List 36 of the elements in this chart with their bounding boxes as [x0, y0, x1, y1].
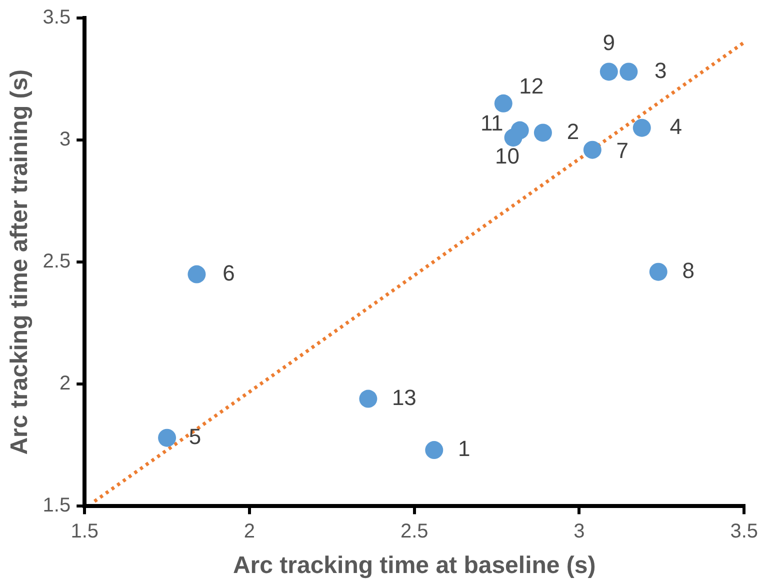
- y-tick-label: 2.5: [42, 250, 71, 273]
- annotation: 12: [519, 73, 544, 98]
- point: [620, 62, 638, 81]
- point: [583, 140, 602, 159]
- annotation: 1: [458, 436, 470, 462]
- y-tick-label: 2: [59, 372, 71, 395]
- point: [494, 94, 512, 112]
- point: [649, 262, 668, 281]
- point: [510, 121, 529, 140]
- point: [632, 118, 651, 137]
- annotation: 7: [616, 138, 629, 163]
- annotation: 13: [392, 384, 416, 410]
- annotation: 6: [222, 260, 235, 286]
- x-tick-label: 3: [574, 520, 585, 543]
- y-tick-label: 3: [59, 128, 71, 151]
- y-axis-title: Arc tracking time after training (s): [6, 69, 34, 455]
- annotation: 10: [495, 144, 520, 169]
- x-tick-label: 3.5: [730, 520, 758, 543]
- point: [188, 265, 206, 284]
- point: [534, 124, 552, 142]
- annotation: 2: [566, 118, 580, 144]
- x-axis-title: Arc tracking time at baseline (s): [232, 552, 596, 580]
- point: [158, 428, 176, 447]
- y-tick-label: 1.5: [42, 494, 71, 517]
- point: [359, 390, 378, 408]
- annotation: 8: [682, 258, 694, 283]
- annotation: 5: [188, 424, 202, 449]
- annotation: 3: [654, 58, 667, 83]
- y-tick-label: 3.5: [42, 6, 71, 29]
- annotation: 4: [670, 114, 682, 139]
- point: [425, 441, 444, 460]
- x-tick-label: 2: [244, 520, 256, 543]
- annotation: 9: [602, 30, 616, 55]
- point: [600, 62, 618, 81]
- x-tick-label: 2.5: [400, 520, 428, 543]
- annotation: 11: [480, 110, 504, 136]
